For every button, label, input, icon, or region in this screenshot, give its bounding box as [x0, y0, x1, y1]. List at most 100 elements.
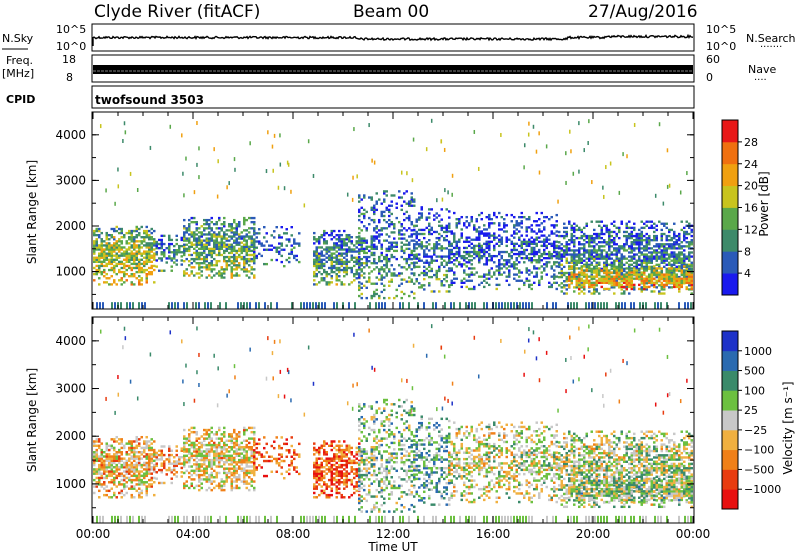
power-cell [210, 276, 213, 279]
power-cell [186, 302, 188, 309]
power-cell [133, 254, 136, 257]
velocity-cell [148, 461, 151, 465]
power-cell [673, 283, 676, 287]
power-cell [548, 261, 551, 264]
velocity-cell [175, 464, 178, 468]
power-cell [335, 277, 338, 280]
velocity-cell [198, 454, 201, 458]
power-cell [662, 201, 665, 206]
power-cell [338, 240, 341, 243]
power-cell [595, 251, 598, 254]
power-cell [608, 279, 611, 282]
power-cell [93, 279, 96, 282]
freq-right-tick-top: 60 [706, 53, 720, 66]
power-cell [150, 227, 153, 231]
power-cell [313, 242, 316, 245]
power-cell [635, 261, 638, 264]
power-cell [618, 275, 621, 278]
power-cell [123, 236, 126, 239]
power-cell [563, 273, 566, 277]
power-cell [553, 244, 556, 248]
power-cell [425, 216, 428, 219]
power-cell [410, 239, 413, 242]
power-cell [110, 268, 113, 272]
power-cell [405, 280, 408, 283]
velocity-cell [215, 445, 218, 449]
power-cell [635, 234, 638, 238]
power-cell [250, 235, 253, 238]
power-cell [538, 224, 541, 227]
velocity-cell [143, 474, 146, 478]
power-cell [133, 275, 136, 278]
power-cell [690, 239, 693, 242]
velocity-cell [165, 458, 168, 461]
power-cell [333, 264, 336, 268]
power-cell [443, 147, 446, 152]
power-cell [620, 257, 623, 260]
power-cell [653, 234, 656, 238]
power-cell [360, 229, 363, 232]
power-cell [518, 250, 521, 254]
power-cell [688, 251, 691, 254]
power-cell [588, 267, 591, 270]
power-cell [380, 266, 383, 269]
power-cell [368, 196, 371, 199]
power-cell [675, 259, 678, 262]
velocity-cell [123, 444, 126, 448]
power-cell [315, 254, 318, 257]
velocity-cell [208, 448, 211, 451]
power-cell [658, 251, 661, 254]
power-cell [378, 233, 381, 236]
power-cell [523, 252, 526, 256]
power-cell [500, 250, 503, 254]
power-cell [530, 230, 533, 233]
power-cell [488, 252, 491, 256]
power-cell [248, 253, 251, 257]
power-cell [485, 257, 488, 260]
power-cell [638, 228, 641, 232]
power-cell [123, 250, 126, 253]
power-cell [553, 269, 556, 272]
power-cell [690, 292, 693, 295]
power-cell [410, 280, 413, 283]
power-cell [630, 273, 633, 277]
power-cell [335, 238, 338, 241]
power-cell [555, 230, 558, 233]
power-cell [413, 272, 416, 275]
power-cell [665, 281, 668, 284]
power-cell [640, 271, 643, 274]
velocity-cell [185, 439, 188, 442]
power-cell [250, 257, 253, 261]
power-cell [418, 253, 421, 256]
power-cell [486, 302, 488, 309]
power-cell [665, 259, 668, 262]
velocity-cell [108, 444, 111, 448]
velocity-cell [208, 454, 211, 458]
power-cell [653, 267, 656, 271]
power-cell [123, 272, 126, 276]
power-cell [160, 234, 163, 238]
velocity-cell [160, 456, 163, 459]
power-cell [445, 269, 448, 273]
power-cell [243, 229, 246, 232]
power-cell [163, 269, 166, 272]
power-cell [633, 249, 636, 252]
power-cell [558, 245, 561, 248]
power-cell [235, 223, 238, 226]
velocity-cell [123, 493, 126, 497]
velocity-cell [113, 459, 116, 463]
power-cell [640, 247, 643, 250]
power-cell [655, 269, 658, 272]
power-cell [138, 281, 141, 284]
velocity-cell [145, 440, 148, 443]
power-cell [618, 261, 621, 264]
power-cell [690, 241, 693, 244]
power-cell [673, 267, 676, 270]
power-cell [398, 272, 401, 275]
power-cell [295, 242, 298, 245]
power-cell [538, 131, 540, 136]
power-cell [185, 247, 188, 251]
power-cell [688, 222, 691, 225]
power-cell [135, 233, 138, 237]
power-cell [411, 178, 414, 183]
